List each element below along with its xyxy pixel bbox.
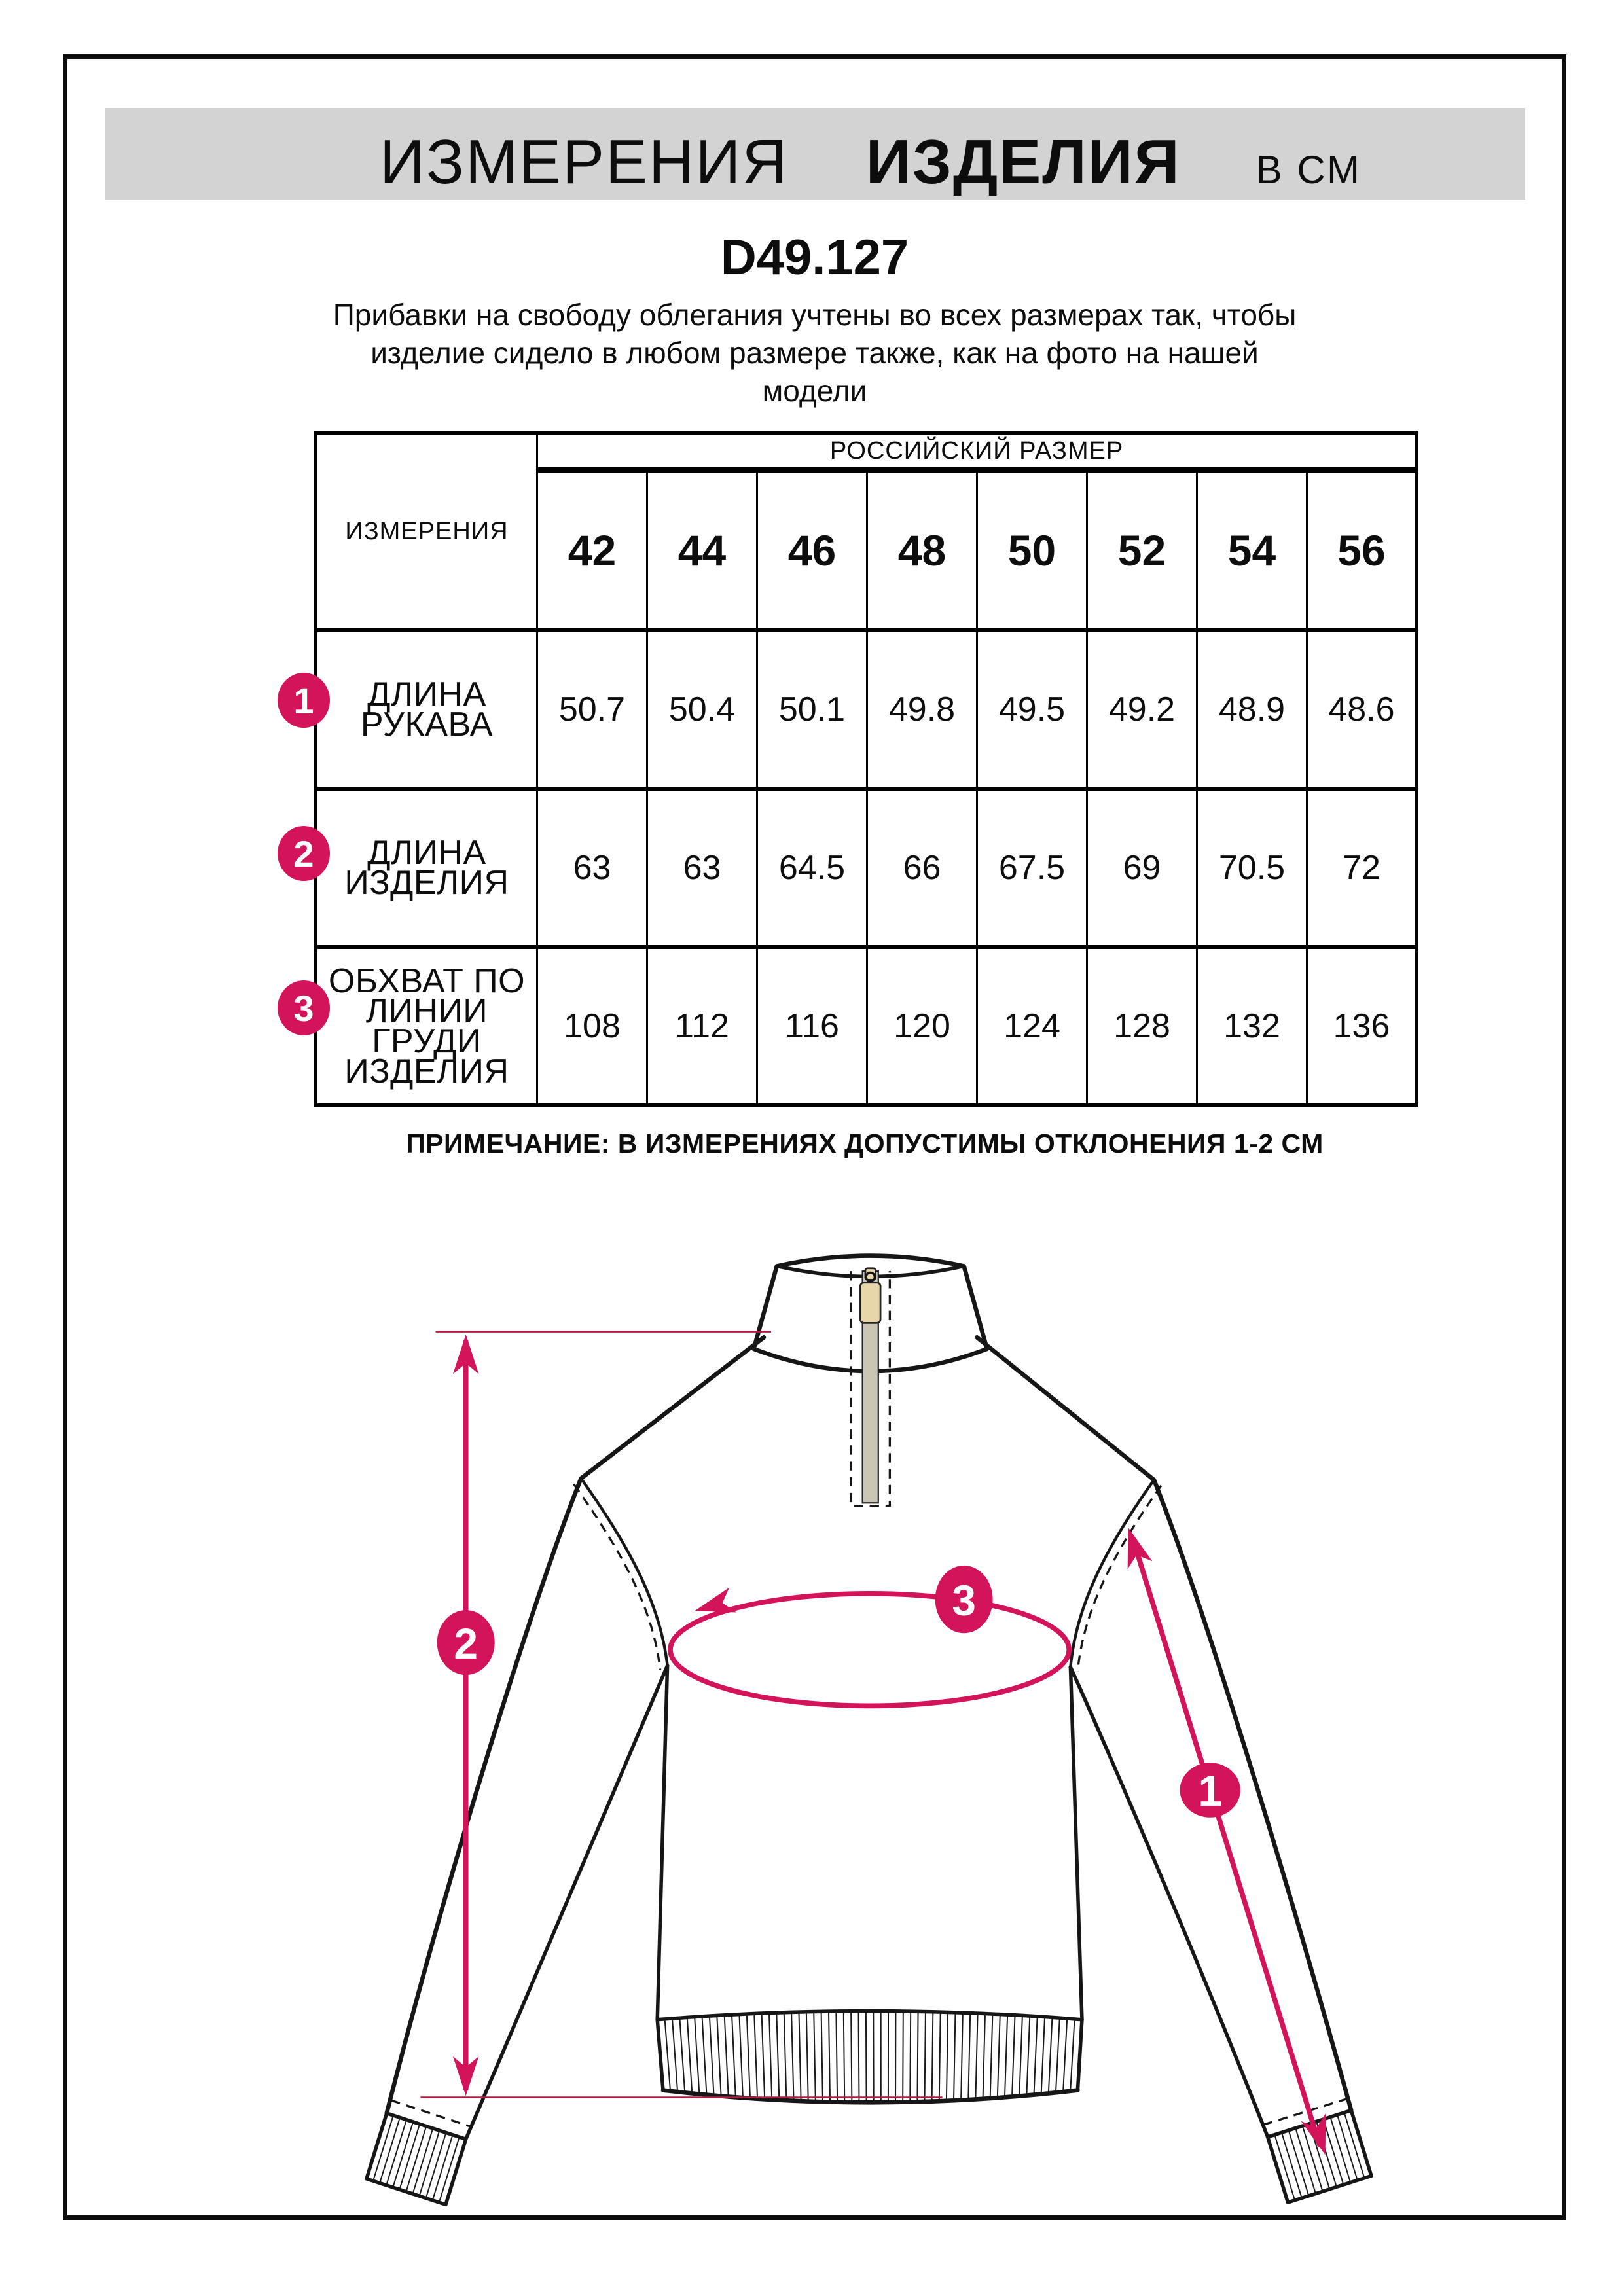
table-row-chest-girth: ОБХВАТ ПО ЛИНИИ ГРУДИ ИЗДЕЛИЯ 108 112 11… bbox=[315, 946, 1418, 1107]
size-cell: 44 bbox=[646, 469, 758, 632]
fit-description-line: изделие сидело в любом размере также, ка… bbox=[370, 336, 1259, 370]
value-cell: 116 bbox=[756, 946, 868, 1107]
value-cell: 64.5 bbox=[756, 787, 868, 949]
left-armhole-stitching bbox=[573, 1483, 662, 1670]
left-shoulder-seam bbox=[579, 1335, 767, 1481]
value-cell: 63 bbox=[646, 787, 758, 949]
title-word-measurements: ИЗМЕРЕНИЯ bbox=[380, 127, 789, 197]
table-row-product-length: ДЛИНА ИЗДЕЛИЯ 63 63 64.5 66 67.5 69 70.5… bbox=[315, 787, 1418, 949]
length-arrowhead-down-icon bbox=[452, 2056, 479, 2096]
sleeve-arrowhead-up-icon bbox=[1127, 1527, 1153, 1570]
value-cell: 128 bbox=[1086, 946, 1198, 1107]
value-cell: 72 bbox=[1306, 787, 1418, 949]
size-cell: 46 bbox=[756, 469, 868, 632]
zipper-stitching bbox=[850, 1271, 892, 1507]
size-cell: 50 bbox=[976, 469, 1088, 632]
left-cuff-stitching bbox=[390, 2099, 473, 2128]
hem-band-left bbox=[655, 2018, 665, 2092]
value-cell: 69 bbox=[1086, 787, 1198, 949]
badge-1-number: 1 bbox=[1198, 1767, 1222, 1815]
zipper-pull bbox=[859, 1282, 882, 1324]
hem-band-bottom bbox=[660, 2088, 1080, 2105]
value-cell: 112 bbox=[646, 946, 758, 1107]
sleeve-arrowhead-down-icon bbox=[1301, 2113, 1326, 2155]
row-label: ОБХВАТ ПО ЛИНИИ ГРУДИ ИЗДЕЛИЯ bbox=[315, 946, 538, 1107]
value-cell: 132 bbox=[1196, 946, 1308, 1107]
fit-description: Прибавки на свободу облегания учтены во … bbox=[63, 296, 1566, 410]
hem-ribbing bbox=[664, 2011, 1075, 2103]
value-cell: 50.4 bbox=[646, 629, 758, 791]
value-cell: 136 bbox=[1306, 946, 1418, 1107]
hem-band-top bbox=[655, 2009, 1084, 2022]
sweatshirt-flat-drawing bbox=[365, 1253, 1373, 2207]
left-sleeve-inner-edge bbox=[463, 1664, 670, 2142]
chest-girth-ellipse bbox=[668, 1590, 1072, 1709]
body-right-side bbox=[1068, 1665, 1084, 2022]
left-armhole-seam bbox=[579, 1477, 669, 1667]
value-cell: 50.1 bbox=[756, 629, 868, 791]
right-sleeve-inner-edge bbox=[1068, 1665, 1270, 2139]
left-sleeve-outer-edge bbox=[384, 1476, 583, 2116]
right-armhole-seam bbox=[1069, 1478, 1156, 1669]
value-cell: 67.5 bbox=[976, 787, 1088, 949]
body-left-side bbox=[655, 1664, 670, 2022]
fit-description-line: модели bbox=[762, 374, 867, 408]
value-cell: 49.2 bbox=[1086, 629, 1198, 791]
page-border-frame bbox=[63, 54, 1566, 2220]
badge-2-circle bbox=[437, 1610, 495, 1676]
value-cell: 120 bbox=[866, 946, 978, 1107]
row-number-badge-1: 1 bbox=[278, 673, 330, 728]
right-sleeve-outer-edge bbox=[1151, 1477, 1354, 2113]
value-cell: 66 bbox=[866, 787, 978, 949]
badge-3-number: 3 bbox=[952, 1576, 976, 1624]
chest-arrowhead-icon bbox=[695, 1587, 736, 1613]
value-cell: 70.5 bbox=[1196, 787, 1308, 949]
title-unit: В СМ bbox=[1255, 148, 1362, 192]
table-row-sleeve-length: ДЛИНА РУКАВА 50.7 50.4 50.1 49.8 49.5 49… bbox=[315, 629, 1418, 791]
value-cell: 63 bbox=[536, 787, 648, 949]
size-cell: 54 bbox=[1196, 469, 1308, 632]
length-arrowhead-up-icon bbox=[452, 1334, 479, 1374]
size-cell: 52 bbox=[1086, 469, 1198, 632]
value-cell: 48.6 bbox=[1306, 629, 1418, 791]
title-band: ИЗМЕРЕНИЯ ИЗДЕЛИЯ В СМ bbox=[105, 108, 1525, 200]
size-group-header-cell: РОССИЙСКИЙ РАЗМЕР bbox=[536, 432, 1418, 473]
product-code: D49.127 bbox=[720, 230, 909, 285]
right-shoulder-seam bbox=[975, 1335, 1157, 1482]
value-cell: 49.5 bbox=[976, 629, 1088, 791]
value-cell: 49.8 bbox=[866, 629, 978, 791]
sizes-row: 42 44 46 48 50 52 54 56 bbox=[316, 469, 1418, 632]
fit-description-line: Прибавки на свободу облегания учтены во … bbox=[333, 298, 1297, 332]
badge-3-circle bbox=[935, 1565, 993, 1634]
value-cell: 124 bbox=[976, 946, 1088, 1107]
badge-1-circle bbox=[1180, 1763, 1240, 1818]
left-cuff-ribbing bbox=[372, 2115, 460, 2203]
garment-diagram: 2 3 1 bbox=[365, 1253, 1373, 2207]
title-word-product: ИЗДЕЛИЯ bbox=[865, 127, 1181, 197]
value-cell: 50.7 bbox=[536, 629, 648, 791]
zipper-slider bbox=[864, 1267, 876, 1281]
size-table: ИЗМЕРЕНИЯ РОССИЙСКИЙ РАЗМЕР 42 44 46 48 … bbox=[314, 431, 1418, 1107]
sleeve-arrow-line bbox=[1131, 1539, 1322, 2147]
size-cell: 48 bbox=[866, 469, 978, 632]
badge-2-number: 2 bbox=[454, 1619, 478, 1668]
zipper-pull-hole bbox=[865, 1271, 876, 1283]
measurements-header-cell: ИЗМЕРЕНИЯ bbox=[315, 432, 538, 632]
value-cell: 48.9 bbox=[1196, 629, 1308, 791]
row-label: ДЛИНА РУКАВА bbox=[315, 629, 538, 791]
row-number-badge-3: 3 bbox=[278, 980, 330, 1035]
measurement-annotations: 2 3 1 bbox=[420, 1331, 1326, 2155]
row-label: ДЛИНА ИЗДЕЛИЯ bbox=[315, 787, 538, 949]
right-armhole-stitching bbox=[1076, 1484, 1163, 1672]
row-number-badge-2: 2 bbox=[278, 826, 330, 881]
tolerance-note: ПРИМЕЧАНИЕ: В ИЗМЕРЕНИЯХ ДОПУСТИМЫ ОТКЛО… bbox=[406, 1128, 1324, 1158]
hem-band-right bbox=[1075, 2018, 1084, 2092]
size-cell: 42 bbox=[536, 469, 648, 632]
size-cell: 56 bbox=[1306, 469, 1418, 632]
value-cell: 108 bbox=[536, 946, 648, 1107]
